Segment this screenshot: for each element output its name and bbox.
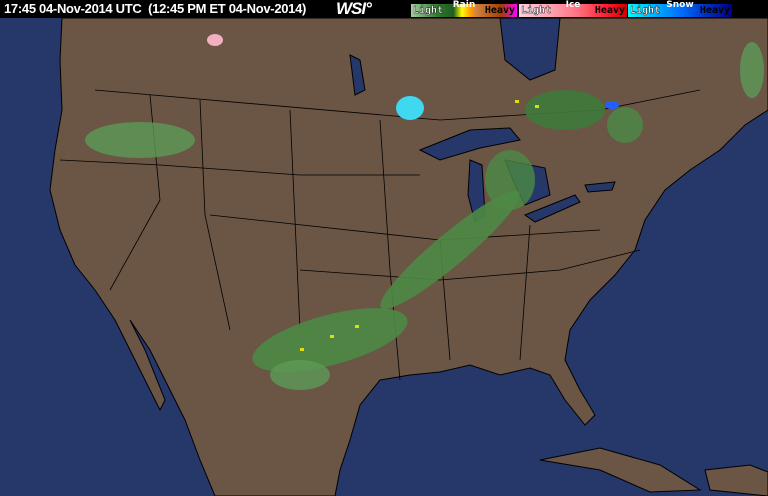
legend-snow-title: Snow bbox=[666, 0, 694, 10]
legend-snow-light: Light bbox=[630, 5, 661, 16]
land-hispaniola bbox=[704, 464, 768, 496]
legend-ice-title: Ice bbox=[565, 0, 581, 10]
timestamp: 17:45 04-Nov-2014 UTC (12:45 PM ET 04-No… bbox=[4, 1, 307, 16]
rain-texas bbox=[270, 360, 330, 390]
legend-ice-light: Light bbox=[521, 5, 552, 16]
wsi-logo: WSI° bbox=[336, 0, 372, 18]
ice-montana bbox=[207, 34, 223, 46]
rain-northwest bbox=[85, 122, 195, 158]
land-cuba bbox=[539, 447, 702, 493]
hudson-bay bbox=[499, 18, 561, 81]
ice-gradient bbox=[519, 4, 627, 17]
lake-superior bbox=[418, 127, 521, 161]
rain-band-south-central bbox=[252, 308, 408, 372]
rain-michigan bbox=[485, 150, 535, 210]
rain-maine bbox=[740, 42, 764, 98]
snow-gradient bbox=[628, 4, 732, 17]
rain-band-ohio-valley bbox=[380, 190, 520, 310]
legend-rain-light: Light bbox=[413, 5, 444, 16]
snow-minnesota bbox=[396, 96, 424, 120]
legend-ice: Ice Light Heavy bbox=[519, 0, 627, 17]
rain-quebec bbox=[607, 107, 643, 143]
snow-quebec bbox=[605, 101, 619, 109]
legend-rain-heavy: Heavy bbox=[484, 5, 515, 16]
lake-erie bbox=[523, 194, 581, 223]
lake-ontario bbox=[584, 181, 616, 193]
legend-snow-heavy: Heavy bbox=[699, 5, 730, 16]
radar-precipitation bbox=[85, 34, 764, 390]
radar-map bbox=[49, 18, 768, 496]
lake-winnipeg bbox=[349, 54, 366, 96]
legend-ice-heavy: Heavy bbox=[594, 5, 625, 16]
rain-ontario bbox=[525, 90, 605, 130]
rain-gradient bbox=[411, 4, 517, 17]
heavy-rain-cells bbox=[300, 100, 539, 351]
legend-snow: Snow Light Heavy bbox=[628, 0, 732, 17]
header-bar: 17:45 04-Nov-2014 UTC (12:45 PM ET 04-No… bbox=[0, 0, 768, 18]
legend-rain-title: Rain bbox=[452, 0, 476, 10]
legend-rain: Rain Light Heavy bbox=[411, 0, 517, 17]
land-north-america bbox=[49, 18, 768, 496]
